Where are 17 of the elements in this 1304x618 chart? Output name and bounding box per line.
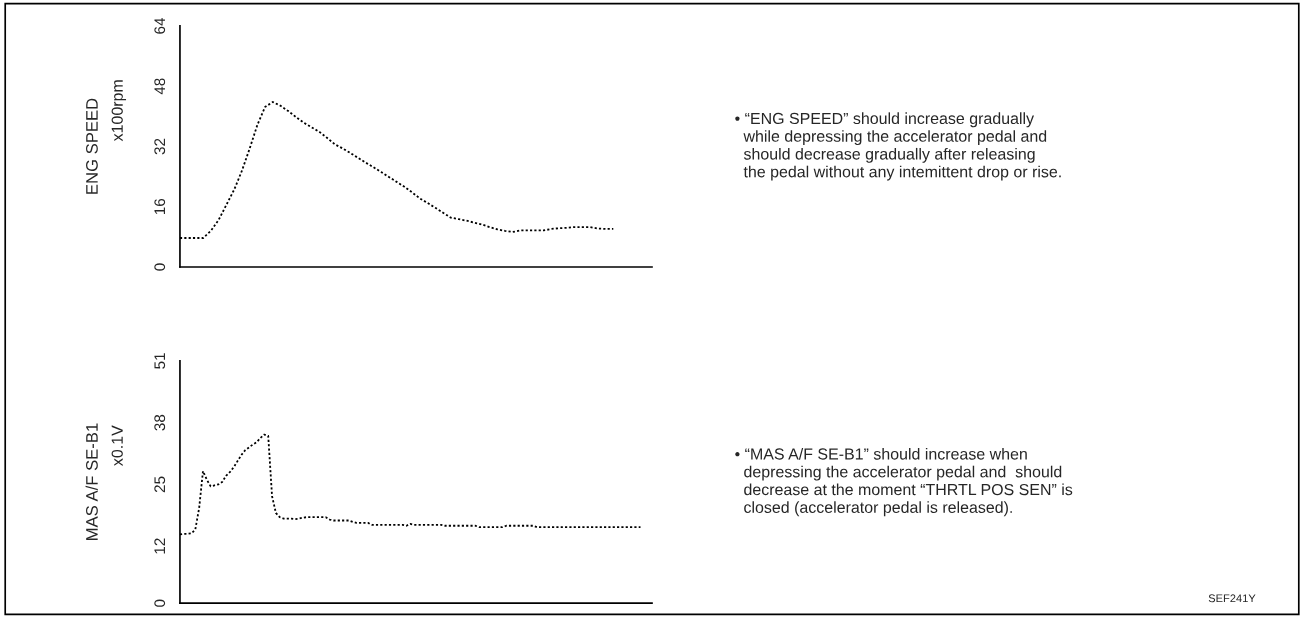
text: • “ENG SPEED” should increase gradually while depressing the accelerator pedal and should decrease gradually after releasing the pedal without any intemittent drop or rise. (735, 112, 1061, 181)
y-tick-label: 12 (154, 538, 165, 554)
y-tick-label: 0 (154, 263, 166, 271)
y-tick-label: 51 (154, 353, 166, 369)
y-tick-label: 25 (154, 476, 166, 493)
y-tick-label: 64 (154, 17, 166, 34)
y-axis-title: ENG SPEED (86, 98, 98, 194)
text: • “MAS A/F SE-B1” should increase when depressing the accelerator pedal and should decrease at the moment “THRTL POS SEN” is closed (accelerator pedal is released). (735, 447, 1073, 517)
text: x0.1V (111, 425, 123, 466)
text: SEF241Y (1208, 594, 1256, 603)
text: x100rpm (111, 80, 127, 142)
y-tick-label: 48 (154, 78, 166, 95)
y-tick-label: 32 (154, 138, 166, 155)
y-axis-title: MAS A/F SE-B1 (85, 423, 98, 540)
y-tick-label: 38 (154, 414, 166, 431)
y-tick-label: 0 (154, 599, 166, 607)
y-tick-label: 16 (154, 198, 166, 215)
